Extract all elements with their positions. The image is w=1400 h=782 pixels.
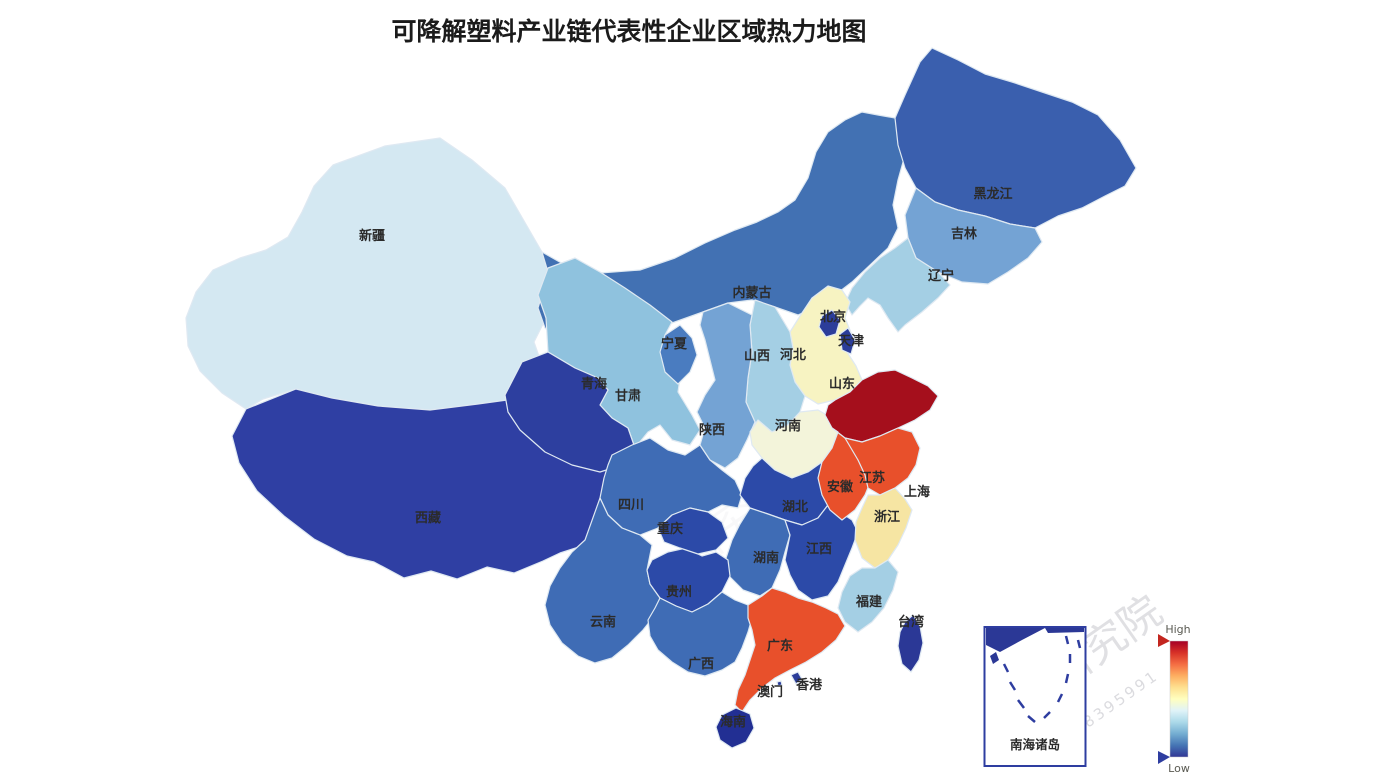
province-label-anhui: 安徽 (827, 479, 854, 495)
province-label-chongqing: 重庆 (657, 521, 683, 537)
page-title: 可降解塑料产业链代表性企业区域热力地图 (391, 17, 866, 46)
china-map (185, 47, 1137, 749)
province-label-neimenggu: 内蒙古 (732, 285, 771, 301)
province-label-xianggang: 香港 (795, 677, 823, 693)
inset-coastline (1045, 628, 1084, 633)
province-beijing[interactable] (818, 309, 841, 338)
province-label-gansu: 甘肃 (615, 388, 641, 404)
province-label-hebei: 河北 (780, 347, 806, 363)
province-label-heilongjiang: 黑龙江 (973, 186, 1012, 202)
province-label-shanghai: 上海 (904, 484, 930, 500)
south-china-sea-inset: 南海诸岛 (983, 626, 1087, 767)
heat-legend: High Low (1158, 623, 1191, 775)
inset-island (990, 652, 999, 664)
province-label-shandong: 山东 (829, 376, 855, 392)
province-label-liaoning: 辽宁 (928, 268, 954, 284)
legend-colorbar (1169, 640, 1189, 758)
province-label-fujian: 福建 (855, 594, 882, 610)
province-label-taiwan: 台湾 (898, 614, 924, 630)
province-label-beijing: 北京 (820, 309, 846, 325)
province-label-hubei: 湖北 (782, 500, 808, 515)
province-label-xinjiang: 新疆 (359, 228, 385, 244)
legend-high-label: High (1165, 623, 1190, 636)
province-label-sichuan: 四川 (618, 498, 644, 513)
province-label-guizhou: 贵州 (666, 584, 692, 600)
legend-top-marker (1158, 634, 1170, 647)
province-taiwan[interactable] (897, 614, 924, 673)
inset-dash-line (1002, 635, 1082, 723)
province-xianggang[interactable] (790, 671, 803, 685)
province-tianjin[interactable] (839, 327, 856, 355)
province-label-tianjin: 天津 (838, 333, 864, 349)
province-zhejiang[interactable] (854, 487, 913, 569)
province-liaoning[interactable] (844, 237, 951, 333)
province-label-shanxi: 山西 (744, 348, 770, 364)
province-label-guangdong: 广东 (767, 638, 793, 654)
province-label-jiangxi: 江西 (806, 541, 832, 557)
legend-low-label: Low (1168, 762, 1190, 775)
province-yunnan[interactable] (544, 497, 661, 664)
province-label-aomen: 澳门 (757, 684, 783, 700)
province-label-jilin: 吉林 (951, 226, 977, 242)
province-guangdong[interactable] (734, 587, 846, 713)
inset-label: 南海诸岛 (1010, 737, 1060, 752)
province-label-xizang: 西藏 (415, 510, 441, 526)
province-label-hainan: 海南 (720, 714, 746, 730)
province-fujian[interactable] (837, 559, 899, 633)
province-label-zhejiang: 浙江 (874, 509, 900, 525)
province-shandong[interactable] (824, 369, 939, 443)
province-shaanxi[interactable] (696, 302, 756, 469)
province-qinghai[interactable] (504, 351, 636, 473)
province-label-hunan: 湖南 (753, 550, 779, 566)
province-aomen[interactable] (776, 680, 783, 687)
province-guangxi[interactable] (647, 591, 753, 677)
province-chongqing[interactable] (657, 507, 729, 555)
province-hainan[interactable] (715, 707, 755, 749)
province-label-shaanxi: 陕西 (699, 422, 725, 438)
province-ningxia[interactable] (659, 324, 698, 385)
province-label-guangxi: 广西 (688, 656, 714, 672)
province-jiangsu[interactable] (844, 427, 921, 496)
legend-bottom-marker (1158, 751, 1170, 764)
province-xinjiang[interactable] (185, 137, 549, 411)
province-label-henan: 河南 (775, 418, 801, 434)
province-label-ningxia: 宁夏 (661, 336, 688, 352)
inset-coastline (986, 628, 1045, 652)
province-label-yunnan: 云南 (590, 614, 616, 630)
province-label-qinghai: 青海 (581, 376, 607, 392)
province-label-jiangsu: 江苏 (859, 470, 885, 486)
